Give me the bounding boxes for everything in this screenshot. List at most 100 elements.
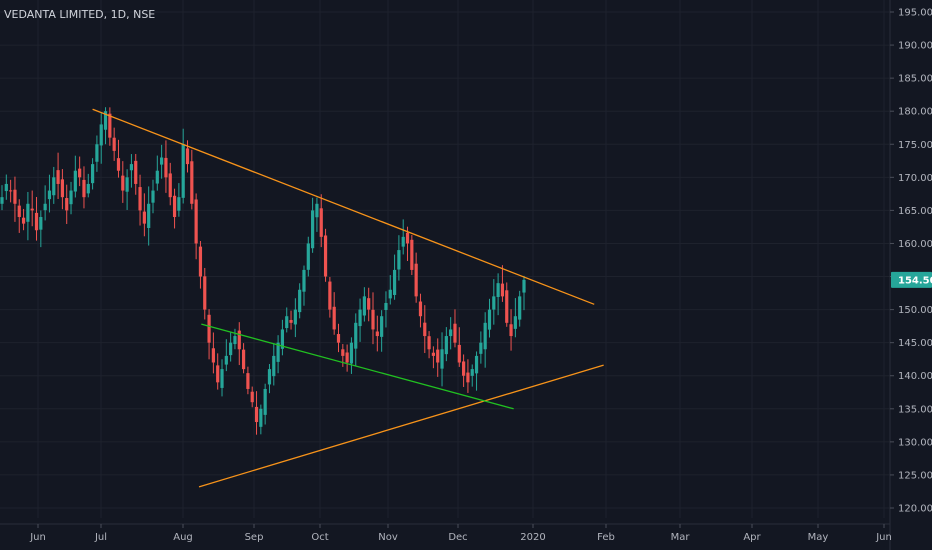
candle-body: [90, 164, 95, 184]
time-tick-label: Dec: [448, 532, 467, 543]
time-tick-label: Oct: [311, 532, 328, 543]
candle-body: [315, 203, 319, 218]
candle-body: [78, 168, 82, 178]
time-axis[interactable]: Jun Jul Aug Sep Oct Nov Dec 2020 Feb Mar Apr May Jun: [0, 523, 892, 543]
time-tick-label: Jun: [875, 532, 892, 543]
candle-body: [164, 157, 168, 178]
candle-body: [216, 365, 220, 383]
candle-body: [4, 183, 8, 192]
candle-body: [328, 281, 332, 310]
candle-body: [414, 263, 418, 297]
candle-body: [65, 198, 69, 211]
price-tick-label: 140.00: [898, 371, 932, 382]
candle-body: [160, 157, 164, 165]
candle-body: [474, 355, 479, 374]
candles: [0, 107, 526, 435]
candle-body: [30, 208, 34, 211]
candle-body: [198, 246, 203, 277]
candle-body: [311, 210, 315, 249]
time-tick-label: Feb: [597, 532, 615, 543]
candle-body: [479, 342, 483, 354]
drawn-trendlines[interactable]: [92, 108, 604, 488]
price-tick-label: 165.00: [898, 206, 932, 217]
candle-body: [47, 190, 52, 200]
price-tick-label: 175.00: [898, 140, 932, 151]
candle-body: [487, 309, 492, 330]
price-tick-label: 160.00: [898, 239, 932, 250]
candle-body: [99, 124, 103, 146]
time-tick-label: Sep: [245, 532, 264, 543]
candle-body: [397, 250, 401, 270]
price-tick-label: 190.00: [898, 41, 932, 52]
candle-body: [518, 296, 522, 320]
candle-body: [211, 348, 215, 363]
candle-body: [457, 344, 461, 363]
candle-body: [380, 316, 384, 337]
candle-body: [392, 269, 397, 295]
time-tick-label: May: [808, 532, 829, 543]
candle-body: [185, 148, 190, 165]
candle-body: [341, 349, 345, 356]
candle-body: [207, 314, 211, 343]
candle-body: [388, 289, 392, 299]
candle-body: [241, 349, 246, 370]
time-tick-label: 2020: [520, 532, 545, 543]
candle-body: [354, 322, 358, 349]
candle-body: [436, 349, 440, 363]
candle-body: [427, 336, 431, 350]
candle-body: [203, 276, 207, 310]
candle-body: [384, 302, 388, 310]
candle-body: [73, 170, 77, 192]
candle-body: [444, 336, 448, 355]
price-tick-label: 145.00: [898, 338, 932, 349]
candle-body: [423, 322, 427, 337]
candle-body: [82, 179, 86, 198]
candle-body: [358, 309, 362, 327]
candle-body: [513, 316, 517, 329]
candle-body: [306, 243, 310, 270]
candle-body: [280, 329, 285, 349]
price-axis[interactable]: 195.00 190.00 185.00 180.00 175.00 170.00 165.…: [889, 0, 932, 550]
candle-body: [125, 177, 129, 192]
time-tick-label: Nov: [378, 532, 398, 543]
candle-body: [298, 289, 302, 313]
candle-body: [371, 309, 375, 330]
price-tick-label: 150.00: [898, 305, 932, 316]
candle-body: [367, 298, 371, 310]
time-tick-label: Aug: [173, 532, 193, 543]
candle-body: [116, 158, 121, 171]
candle-body: [155, 170, 159, 184]
candle-body: [220, 369, 224, 388]
price-tick-label: 195.00: [898, 8, 932, 19]
price-tick-label: 135.00: [898, 404, 932, 415]
candle-body: [56, 170, 60, 184]
price-tick-label: 180.00: [898, 107, 932, 118]
candle-body: [410, 239, 414, 270]
candle-body: [362, 296, 366, 316]
candle-body: [34, 212, 39, 231]
candle-body: [69, 190, 73, 205]
last-price-label: 154.50: [898, 275, 932, 286]
candle-body: [237, 330, 241, 350]
candle-body: [26, 203, 30, 222]
price-tick-label: 130.00: [898, 437, 932, 448]
candle-body: [108, 113, 112, 138]
candle-body: [151, 190, 155, 203]
candle-body: [21, 217, 26, 224]
candle-body: [39, 217, 43, 230]
time-tick-label: Jun: [29, 532, 46, 543]
lower-trendline[interactable]: [198, 364, 604, 488]
candle-body: [272, 355, 276, 377]
candle-body: [289, 319, 293, 323]
candle-body: [522, 279, 526, 293]
upper-trendline[interactable]: [92, 108, 595, 305]
time-tick-label: Jul: [94, 532, 107, 543]
price-tick-label: 120.00: [898, 504, 932, 515]
candle-body: [462, 361, 466, 376]
candle-body: [453, 323, 457, 343]
price-tick-label: 125.00: [898, 470, 932, 481]
support-trendline[interactable]: [201, 323, 514, 410]
candle-body: [250, 391, 254, 403]
